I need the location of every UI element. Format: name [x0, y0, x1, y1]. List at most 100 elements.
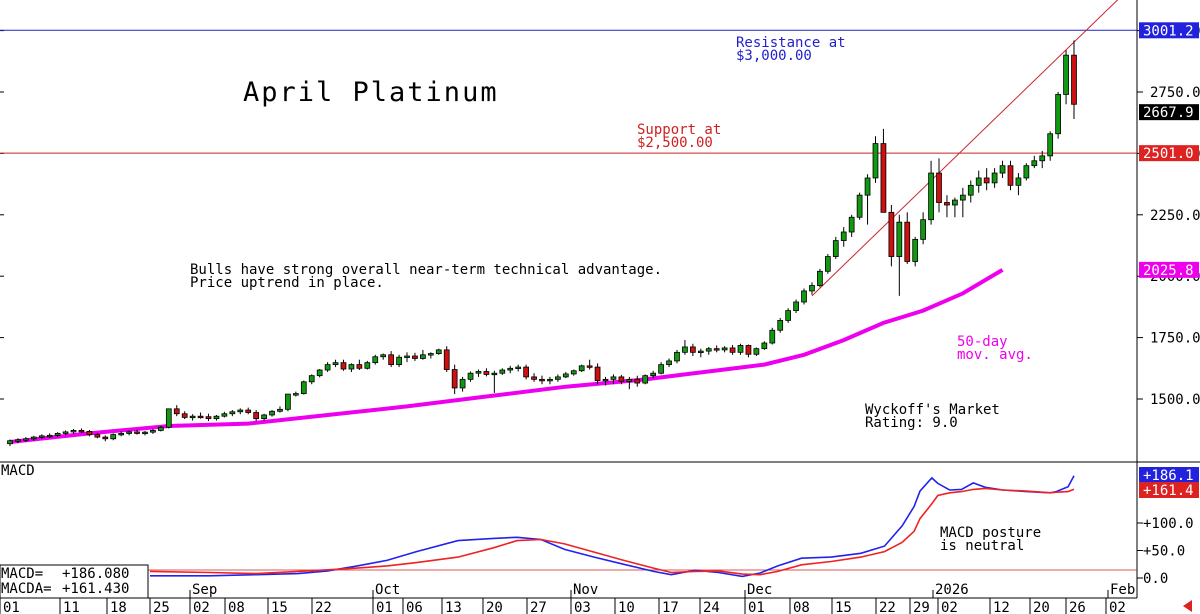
price-label: 3001.2: [1139, 22, 1199, 39]
x-day-label: 15: [835, 600, 852, 614]
x-day-label: 29: [913, 600, 930, 614]
candle: [142, 430, 148, 436]
x-day-label: 11: [63, 600, 80, 614]
ma-label-1: 50-day: [957, 334, 1008, 350]
candle-body: [356, 364, 363, 369]
candle: [221, 411, 228, 418]
macda-value-label: MACDA=: [1, 581, 52, 597]
candle-body: [586, 365, 593, 368]
candle-body: [904, 221, 911, 262]
candle: [1007, 160, 1014, 191]
candle-body: [158, 426, 164, 431]
candle: [713, 345, 720, 353]
candle-body: [555, 376, 561, 380]
y-tick-label: 1500.0: [1150, 392, 1200, 408]
candle-body: [531, 376, 537, 380]
candle: [975, 170, 982, 193]
candle-body: [642, 375, 649, 384]
candle: [562, 371, 569, 379]
candle-body: [801, 290, 807, 303]
candle-body: [388, 354, 394, 366]
x-day-label: 18: [110, 600, 127, 614]
candle: [967, 180, 974, 203]
candle-body: [999, 165, 1006, 174]
candle-body: [483, 371, 490, 375]
candle: [602, 376, 609, 386]
candle: [1071, 40, 1077, 120]
candle: [1031, 155, 1038, 169]
candle-body: [872, 143, 879, 179]
candle: [70, 428, 77, 434]
macd-y-tick-label: +50.0: [1143, 544, 1185, 560]
candle-body: [1047, 133, 1054, 157]
candle-body: [110, 434, 117, 440]
x-day-label: 12: [993, 600, 1010, 614]
candle-body: [245, 409, 252, 413]
candle-body: [594, 366, 601, 381]
candle: [705, 346, 712, 355]
y-tick-label: 2250.0: [1150, 208, 1200, 224]
candle-body: [7, 440, 13, 445]
candle-body: [396, 356, 402, 366]
candle: [594, 363, 601, 385]
candle: [586, 359, 593, 370]
y-tick-label: 1750.0: [1150, 331, 1200, 347]
candle-body: [213, 415, 220, 420]
candle: [555, 374, 561, 382]
candle-body: [840, 231, 847, 241]
candle-body: [491, 372, 498, 376]
candle-body: [547, 378, 553, 382]
candle-body: [634, 378, 641, 384]
candle: [793, 299, 799, 314]
candle-body: [697, 350, 704, 354]
x-day-label: 01: [748, 600, 765, 614]
candle: [721, 346, 728, 353]
candles: [7, 40, 1077, 447]
comment-line-1: Bulls have strong overall near-term tech…: [190, 262, 662, 278]
candle-body: [277, 408, 283, 412]
x-month-label: Nov: [573, 582, 598, 598]
candle-body: [459, 378, 466, 389]
x-axis: 01 11 18 25 02 08 15 22 01 06 13 20 27 03 10 17 24 01 08 15…: [0, 582, 1135, 614]
price-label-box: [1139, 261, 1199, 278]
candle: [404, 352, 410, 363]
x-day-label: 17: [662, 600, 679, 614]
candle-body: [523, 366, 529, 378]
candle: [30, 435, 37, 441]
candle-body: [467, 372, 474, 380]
candle: [126, 430, 132, 436]
candle: [229, 410, 236, 417]
macd-value: +186.080: [62, 566, 129, 582]
candle-body: [261, 414, 267, 420]
candle: [666, 358, 672, 368]
candle: [483, 368, 490, 377]
candle: [690, 343, 696, 357]
x-day-label: 25: [153, 600, 170, 614]
candle-body: [54, 432, 61, 436]
chart-title: April Platinum: [243, 77, 499, 108]
scroll-left-arrow-icon[interactable]: [1183, 600, 1192, 612]
candle: [189, 414, 196, 421]
candle: [316, 369, 323, 378]
x-day-label: 20: [486, 600, 503, 614]
candle-body: [427, 353, 434, 356]
price-label-box: [1139, 145, 1199, 162]
candle: [86, 429, 93, 437]
candle: [801, 288, 807, 305]
candle-body: [300, 381, 307, 394]
candle-body: [785, 310, 792, 321]
candle: [165, 408, 172, 429]
candle-body: [205, 416, 212, 420]
candle-body: [952, 199, 958, 206]
candle-body: [94, 434, 101, 438]
candle: [642, 374, 649, 385]
candle-body: [324, 364, 331, 371]
candle: [197, 412, 204, 419]
candle-body: [967, 184, 974, 196]
candle-body: [570, 370, 577, 375]
candle-body: [975, 177, 982, 186]
candle-body: [578, 365, 585, 372]
price-label-box: [1139, 467, 1199, 483]
candle-body: [848, 216, 855, 233]
candle: [308, 374, 315, 385]
